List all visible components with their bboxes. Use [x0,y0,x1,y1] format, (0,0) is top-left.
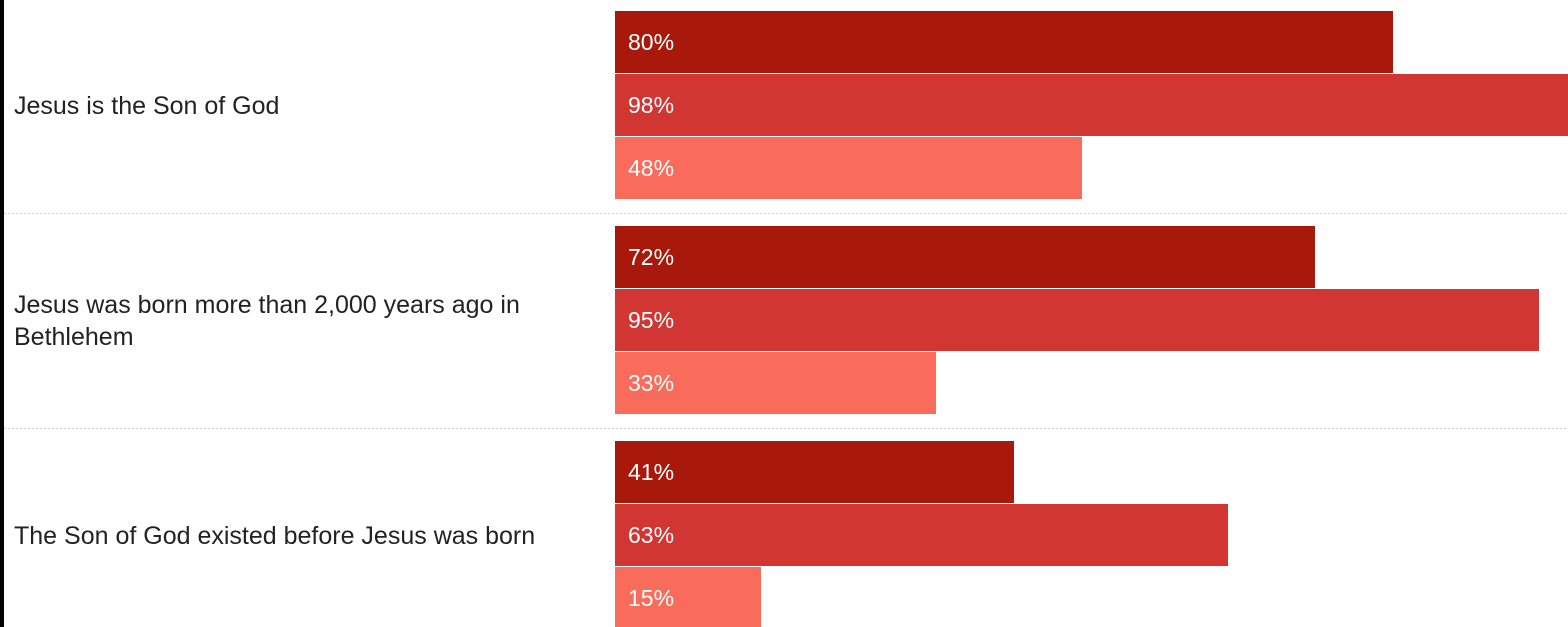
bar-value-label: 72% [628,244,674,270]
category-label-line: Bethlehem [14,323,134,351]
category-label-line: Jesus is the Son of God [14,92,279,120]
bar-value-label: 98% [628,92,674,118]
bar [615,352,936,414]
bar [615,441,1014,503]
bar [615,137,1082,199]
category-label-line: The Son of God existed before Jesus was … [14,522,535,550]
bar-value-label: 63% [628,522,674,548]
chart-panel: Jesus is the Son of God 80% 98% 48% Jesus wa… [4,0,1568,627]
bar-value-label: 95% [628,307,674,333]
bar [615,11,1393,73]
bar [615,74,1568,136]
bar [615,289,1539,351]
bar-value-label: 33% [628,370,674,396]
bar-value-label: 80% [628,29,674,55]
bar-chart: Jesus is the Son of God 80% 98% 48% Jesus wa… [4,11,1568,627]
bar-value-label: 15% [628,585,674,611]
bar-value-label: 41% [628,459,674,485]
bar-value-label: 48% [628,155,674,181]
category-label: Jesus was born more than 2,000 years ago… [14,291,520,351]
bar [615,567,761,627]
bar [615,226,1315,288]
category-label-line: Jesus was born more than 2,000 years ago… [14,291,520,319]
bar [615,504,1228,566]
category-label: The Son of God existed before Jesus was … [14,522,535,550]
category-label: Jesus is the Son of God [14,92,279,120]
